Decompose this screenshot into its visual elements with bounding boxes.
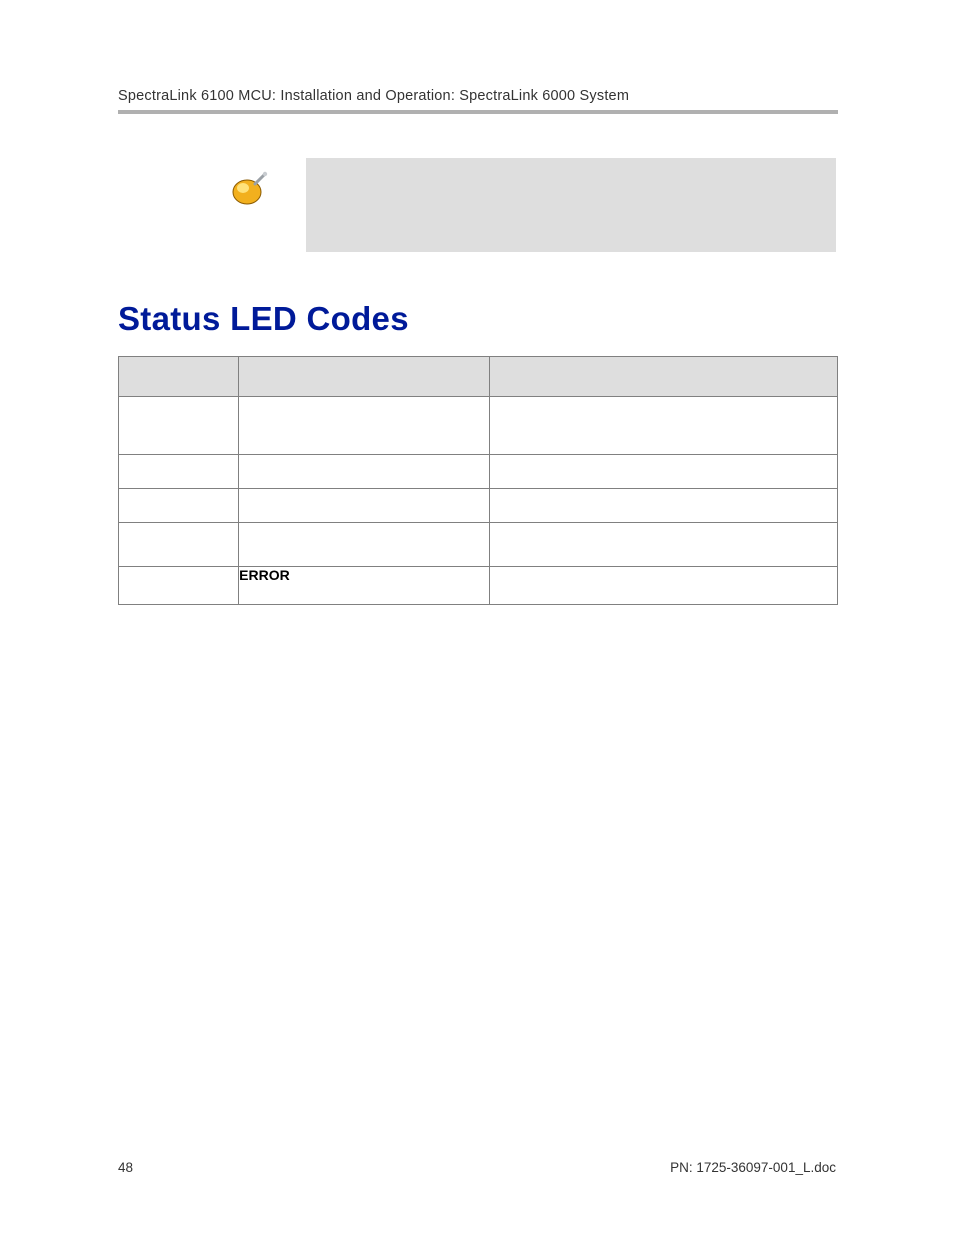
table-cell bbox=[489, 523, 838, 567]
table-cell bbox=[239, 397, 489, 455]
table-cell bbox=[119, 455, 239, 489]
table-cell bbox=[239, 489, 489, 523]
status-led-table: ERROR bbox=[118, 356, 838, 605]
pushpin-icon bbox=[227, 168, 269, 210]
page-header-text: SpectraLink 6100 MCU: Installation and O… bbox=[118, 88, 629, 104]
table-cell bbox=[489, 397, 838, 455]
table-row bbox=[119, 489, 838, 523]
table-cell bbox=[239, 523, 489, 567]
document-id: PN: 1725-36097-001_L.doc bbox=[670, 1160, 836, 1175]
table-row bbox=[119, 455, 838, 489]
section-title: Status LED Codes bbox=[118, 300, 409, 338]
table-row: ERROR bbox=[119, 567, 838, 605]
table-header-cell bbox=[489, 357, 838, 397]
table-header-cell bbox=[119, 357, 239, 397]
table-cell bbox=[239, 455, 489, 489]
table-cell bbox=[489, 489, 838, 523]
table-cell bbox=[119, 567, 239, 605]
table-cell bbox=[489, 455, 838, 489]
page: SpectraLink 6100 MCU: Installation and O… bbox=[0, 0, 954, 1235]
note-box bbox=[306, 158, 836, 252]
table-cell bbox=[119, 397, 239, 455]
table-header-cell bbox=[239, 357, 489, 397]
table-row bbox=[119, 397, 838, 455]
table-header-row bbox=[119, 357, 838, 397]
table-cell bbox=[119, 489, 239, 523]
table-cell bbox=[489, 567, 838, 605]
header-rule bbox=[118, 110, 838, 114]
table-row bbox=[119, 523, 838, 567]
table-cell-error: ERROR bbox=[239, 567, 489, 605]
page-number: 48 bbox=[118, 1160, 133, 1175]
table-cell bbox=[119, 523, 239, 567]
